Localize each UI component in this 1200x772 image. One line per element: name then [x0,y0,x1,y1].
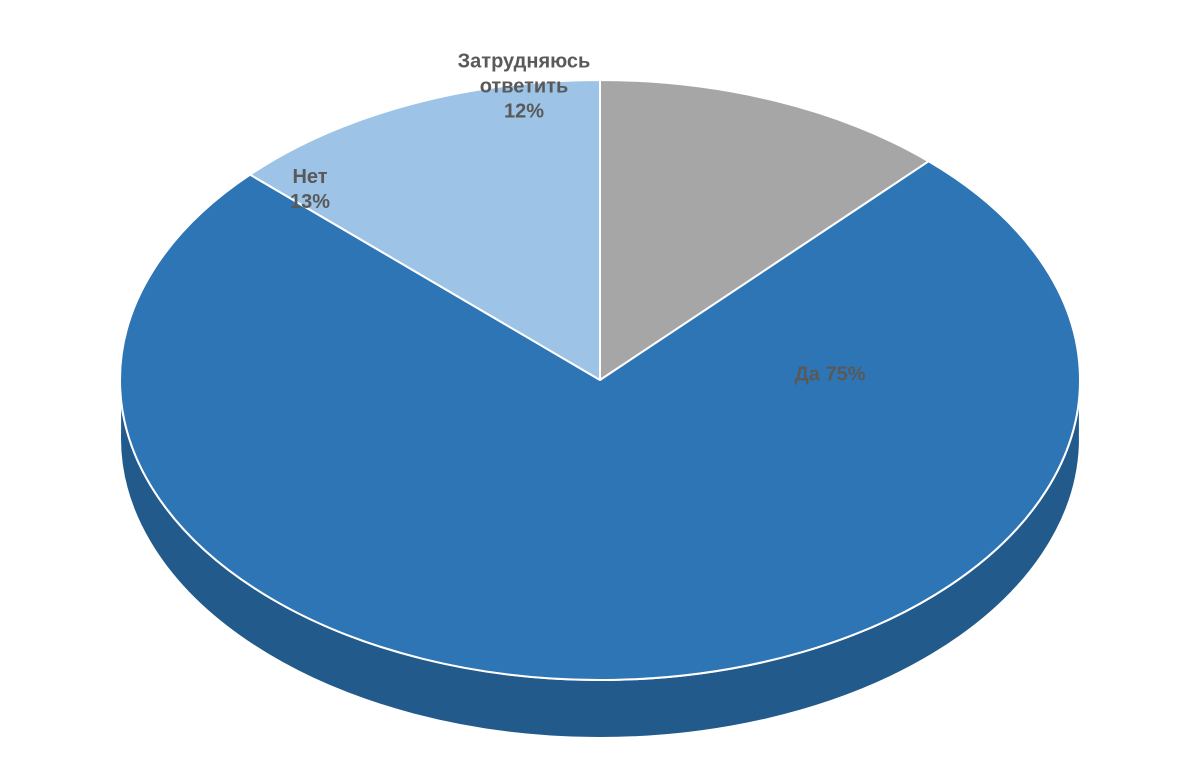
slice-label-hard-to-answer: Затрудняюсь ответить 12% [458,50,591,125]
pie-svg [0,0,1200,772]
pie-chart-3d: Затрудняюсь ответить 12% Да 75% Нет 13% [0,0,1200,772]
slice-label-yes: Да 75% [795,363,866,388]
slice-label-no: Нет 13% [290,165,330,215]
